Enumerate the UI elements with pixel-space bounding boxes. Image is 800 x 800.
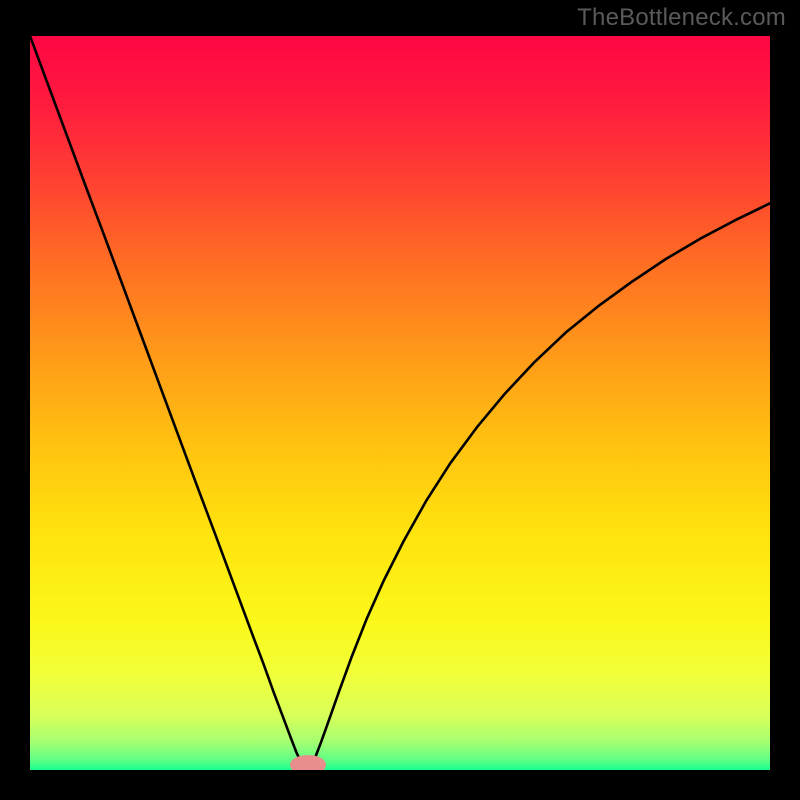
bottleneck-curve bbox=[30, 36, 770, 770]
curve-svg bbox=[30, 36, 770, 770]
chart-stage: TheBottleneck.com bbox=[0, 0, 800, 800]
optimal-point-marker bbox=[290, 755, 326, 770]
plot-area bbox=[30, 36, 770, 770]
watermark-text: TheBottleneck.com bbox=[577, 4, 786, 32]
chart-frame bbox=[30, 36, 770, 770]
